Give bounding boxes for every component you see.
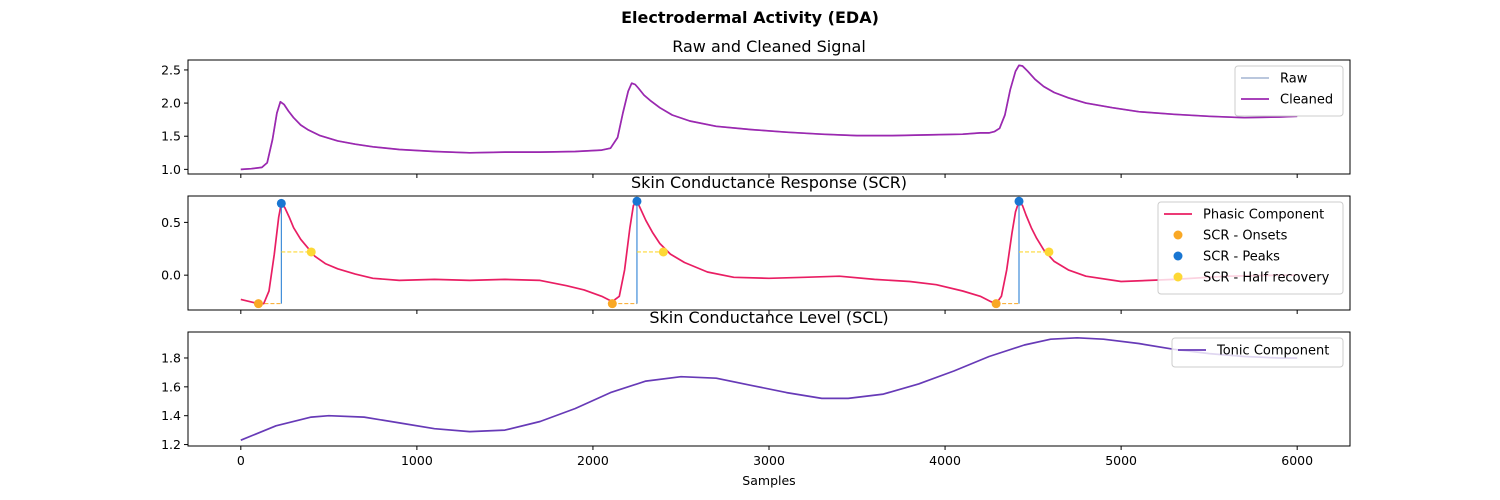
series-line-phasic-component [240,200,1298,305]
series-line-tonic-component [240,336,1298,441]
x-tick-label: 5000 [1105,453,1137,468]
y-tick-label: 1.2 [161,437,181,452]
panel-1: Raw and Cleaned Signal 1.0 1.5 2.0 2.5 Raw Cle… [161,37,1351,178]
legend-box [1171,337,1344,368]
legend-label: SCR - Onsets [1203,229,1288,244]
half-recovery-point [1044,247,1054,257]
legend-label: SCR - Half recovery [1203,271,1330,286]
legend-dot-swatch [1173,230,1183,240]
panel-2: Skin Conductance Response (SCR) 0.0 0.5 Pha… [161,173,1351,314]
y-tick-label: 1.5 [161,129,181,144]
legend-label: SCR - Peaks [1203,250,1280,265]
plot-frame [187,59,1351,175]
x-tick-label: 6000 [1281,453,1313,468]
figure-title: Electrodermal Activity (EDA) [621,8,879,27]
y-tick-label: 1.8 [161,350,181,365]
legend-label: Raw [1280,72,1308,87]
legend-label: Tonic Component [1216,344,1329,359]
legend: Tonic Component [1171,337,1344,368]
legend-label: Phasic Component [1203,208,1324,223]
panel-title: Skin Conductance Level (SCL) [649,308,888,327]
legend: Raw Cleaned [1234,65,1344,117]
y-tick-label: 0.0 [161,268,181,283]
y-tick-label: 1.0 [161,162,181,177]
series-line-cleaned [240,64,1298,171]
legend-label: Cleaned [1280,93,1333,108]
legend-dot-swatch [1173,251,1183,261]
half-recovery-point [306,247,316,257]
panel-title: Skin Conductance Response (SCR) [631,173,907,192]
peak-point [632,196,642,206]
y-tick-label: 1.6 [161,379,181,394]
y-tick-label: 2.5 [161,62,181,77]
series-line-raw [240,64,1298,171]
legend-dot-swatch [1173,272,1183,282]
panel-3: Skin Conductance Level (SCL) 1.2 1.4 1.6 1.8… [161,308,1351,468]
panels: Raw and Cleaned Signal 1.0 1.5 2.0 2.5 Raw Cle… [161,37,1351,468]
onset-point [991,299,1001,309]
onset-point [607,299,617,309]
legend-box [1157,201,1344,295]
x-tick-label: 2000 [577,453,609,468]
x-tick-label: 3000 [753,453,785,468]
y-tick-label: 1.4 [161,408,181,423]
x-tick-label: 0 [237,453,245,468]
half-recovery-point [658,247,668,257]
y-tick-label: 2.0 [161,96,181,111]
x-tick-label: 1000 [401,453,433,468]
onset-point [253,299,263,309]
peak-point [276,198,286,208]
legend: Phasic Component SCR - Onsets SCR - Peaks S… [1157,201,1344,295]
panel-title: Raw and Cleaned Signal [672,37,866,56]
peak-point [1014,196,1024,206]
y-tick-label: 0.5 [161,215,181,230]
x-axis-label: Samples [742,473,795,488]
x-tick-label: 4000 [929,453,961,468]
